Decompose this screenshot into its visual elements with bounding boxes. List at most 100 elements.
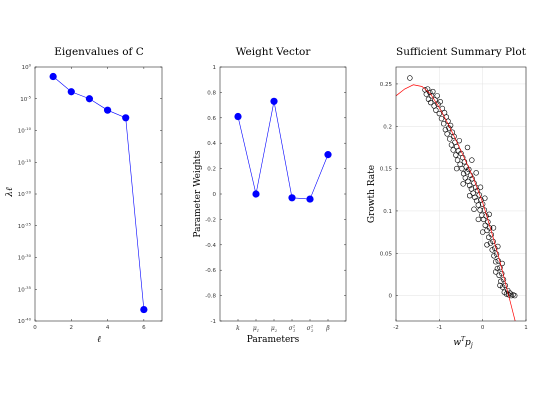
- weight-vector-ytick-label: 0.6: [207, 116, 216, 122]
- weight-vector-ytick-label: 1: [213, 65, 217, 71]
- summary-plot-point: [477, 184, 484, 190]
- summary-plot-point: [466, 166, 472, 173]
- summary-plot-point: [477, 207, 483, 213]
- summary-plot-point: [475, 202, 482, 208]
- weight-vector-ytick-label: 0.2: [207, 167, 216, 173]
- eigenvalues-ytick-label: 10-35: [18, 285, 32, 294]
- param-symbol: σ: [307, 325, 312, 332]
- summary-plot-point: [454, 157, 461, 163]
- eigenvalues-ticks: 10010-510-1010-1510-2010-2510-3010-3510-…: [18, 63, 162, 331]
- weight-vector-ticks: 10.80.60.40.20-0.2-0.4-0.6-0.8-1k μ1 μ2 σ2 1…: [205, 65, 346, 333]
- eigenvalues-ytick-exp: -25: [25, 221, 32, 226]
- summary-plot-xlabel: wTpj: [453, 336, 473, 349]
- summary-plot-point: [505, 292, 512, 298]
- eigenvalues-ylabel: λℓ: [5, 187, 15, 198]
- weight-point: [306, 195, 314, 203]
- param-superscript: 2: [292, 324, 296, 329]
- summary-plot-title: Sufficient Summary Plot: [396, 46, 527, 58]
- eigenvalues-title: Eigenvalues of C: [54, 46, 144, 58]
- eigenvalues-ytick-base: 10: [22, 65, 29, 71]
- summary-plot-point: [466, 192, 473, 199]
- summary-plot-series: [395, 75, 518, 322]
- summary-plot-point: [450, 147, 456, 153]
- summary-plot-point: [467, 172, 474, 179]
- summary-plot-point: [499, 260, 505, 267]
- summary-plot-axes-box: [395, 66, 527, 322]
- param-superscript: 2: [310, 324, 314, 329]
- eigenvalue-point: [49, 72, 57, 81]
- summary-plot-point: [486, 211, 492, 218]
- summary-plot-xlabel-p: p: [465, 338, 471, 348]
- summary-plot-point: [499, 270, 505, 277]
- eigenvalues-xtick-label: 6: [142, 325, 146, 331]
- eigenvalues-ytick-base: 10: [18, 160, 25, 166]
- param-subscript: 2: [310, 328, 314, 333]
- summary-plot-xtick-label: -1: [437, 325, 442, 331]
- weight-vector-ytick-label: -0.8: [205, 294, 216, 300]
- eigenvalues-ytick-exp: -40: [25, 317, 32, 322]
- summary-plot-point: [447, 122, 454, 129]
- summary-plot-point: [490, 225, 497, 231]
- weight-vector-ytick-label: -0.6: [205, 268, 216, 274]
- eigenvalues-ytick-exp: -30: [25, 253, 32, 258]
- summary-plot-point: [472, 194, 478, 201]
- param-subscript: 1: [293, 328, 295, 333]
- summary-plot-point: [512, 292, 518, 299]
- summary-plot-point: [482, 222, 488, 229]
- eigenvalues-ytick-label: 10-25: [18, 221, 32, 230]
- summary-plot-xlabel-w: w: [453, 338, 461, 348]
- summary-plot-point: [444, 131, 450, 137]
- eigenvalues-xlabel: ℓ: [97, 335, 101, 345]
- eigenvalues-panel: Eigenvalues of C ℓ λℓ 10010-510-1010-151…: [5, 46, 163, 345]
- summary-plot-point: [433, 107, 439, 113]
- summary-plot-point: [497, 282, 503, 289]
- summary-plot-point: [473, 170, 479, 176]
- weight-point: [234, 112, 242, 121]
- weight-vector-xtick-label: σ2 1: [289, 324, 296, 334]
- summary-plot-point: [407, 75, 413, 81]
- eigenvalues-ytick-exp: -15: [25, 158, 32, 163]
- summary-plot-xtick-label: 1: [524, 325, 528, 331]
- summary-plot-point: [447, 136, 453, 142]
- summary-plot-ytick-label: 0: [389, 294, 393, 300]
- summary-plot-point: [438, 115, 445, 122]
- eigenvalues-axes-box: [34, 66, 163, 322]
- summary-plot-point: [456, 137, 462, 144]
- eigenvalue-point: [122, 114, 130, 122]
- summary-plot-point: [451, 133, 457, 140]
- eigenvalues-ytick-exp: -20: [25, 190, 32, 195]
- summary-plot-point: [493, 251, 500, 257]
- weight-vector-xtick-label: μ1: [253, 325, 259, 333]
- weight-vector-ytick-label: -1: [211, 319, 216, 325]
- summary-plot-xtick-label: -2: [393, 325, 398, 331]
- param-subscript: 2: [274, 328, 278, 333]
- weight-vector-xtick-label: k: [236, 325, 240, 332]
- weight-vector-line: [237, 101, 329, 200]
- summary-plot-point: [437, 99, 443, 105]
- weight-vector-xtick-label: β: [325, 325, 330, 332]
- summary-plot-point: [479, 229, 486, 235]
- weight-vector-series: [234, 97, 332, 203]
- summary-plot-point: [492, 245, 498, 251]
- summary-plot-point: [460, 181, 466, 187]
- param-symbol: μ: [271, 325, 275, 332]
- eigenvalues-ytick-base: 10: [18, 256, 25, 262]
- summary-plot-ytick-label: 0.25: [380, 82, 393, 88]
- summary-plot-point: [440, 121, 447, 127]
- summary-plot-point: [507, 290, 513, 296]
- summary-plot-ytick-label: 0.1: [383, 209, 392, 215]
- param-subscript: 1: [257, 328, 259, 333]
- weight-vector-ytick-label: -0.4: [205, 243, 216, 249]
- eigenvalues-ytick-label: 10-20: [18, 190, 32, 199]
- summary-plot-point: [432, 97, 438, 103]
- summary-plot-xlabel-sup: T: [461, 336, 466, 343]
- summary-plot-point: [434, 93, 440, 99]
- eigenvalues-ytick-base: 10: [18, 192, 25, 198]
- eigenvalues-ytick-label: 10-40: [18, 317, 32, 326]
- eigenvalues-ytick-exp: -5: [27, 94, 31, 99]
- eigenvalue-point: [85, 95, 94, 103]
- eigenvalues-ytick-label: 10-15: [18, 158, 32, 167]
- weight-vector-xlabel: Parameters: [247, 335, 300, 345]
